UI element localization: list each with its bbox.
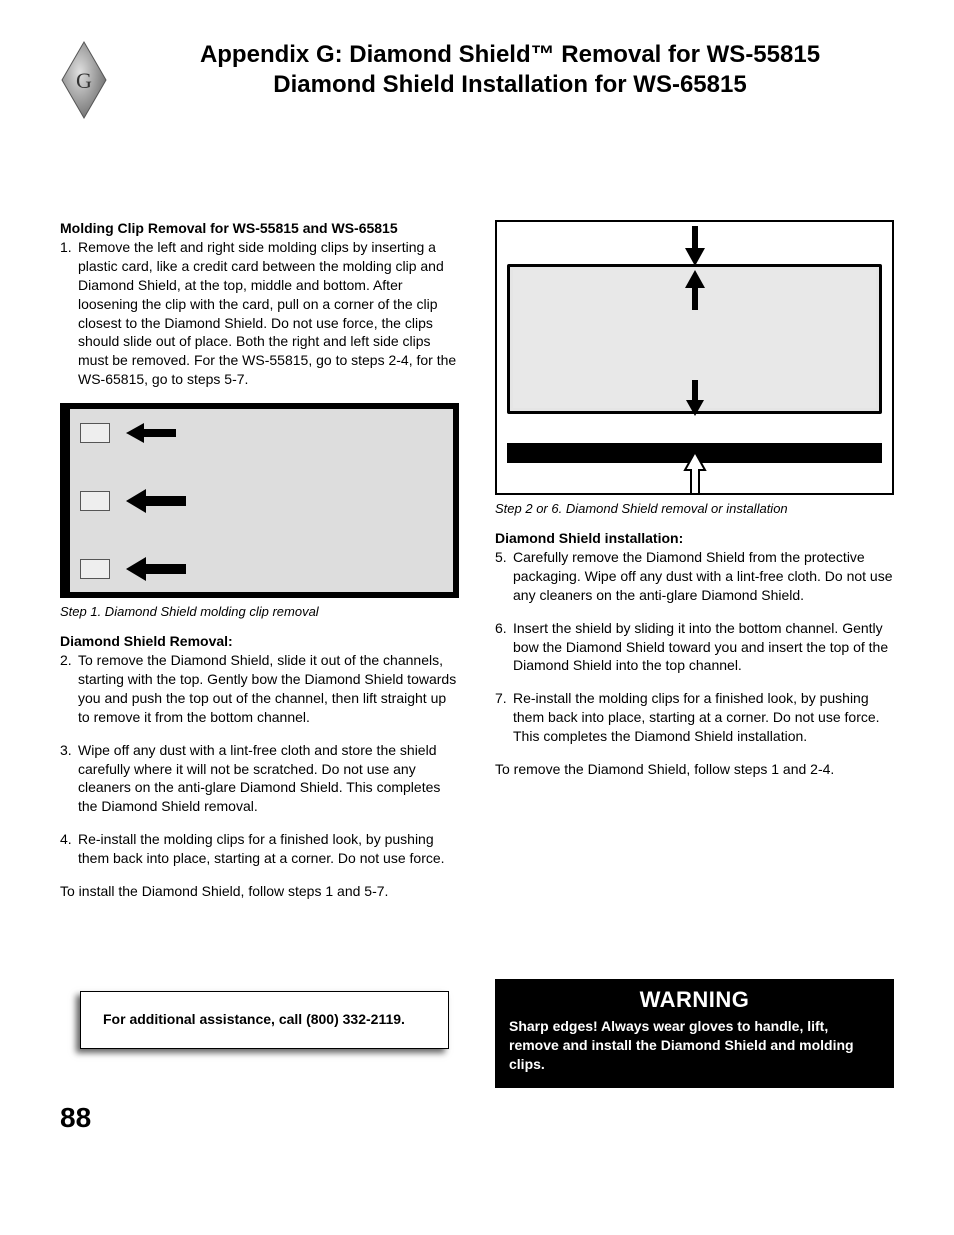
- step-2-number: 2.: [60, 651, 78, 727]
- arrow-down-icon: [683, 226, 707, 266]
- step-1: 1. Remove the left and right side moldin…: [60, 238, 459, 389]
- appendix-badge-icon: G: [60, 40, 108, 120]
- step-5-text: Carefully remove the Diamond Shield from…: [513, 548, 894, 605]
- step-2: 2. To remove the Diamond Shield, slide i…: [60, 651, 459, 727]
- arrow-left-icon: [126, 421, 186, 445]
- step-6-text: Insert the shield by sliding it into the…: [513, 619, 894, 676]
- arrow-up-icon: [683, 270, 707, 310]
- arrow-down-icon: [684, 380, 706, 416]
- step-5-number: 5.: [495, 548, 513, 605]
- page-header: G Appendix G: Diamond Shield™ Removal fo…: [60, 40, 894, 120]
- content-columns: Molding Clip Removal for WS-55815 and WS…: [60, 220, 894, 1088]
- step-7: 7. Re-install the molding clips for a fi…: [495, 689, 894, 746]
- step-6-number: 6.: [495, 619, 513, 676]
- step-4-number: 4.: [60, 830, 78, 868]
- warning-title: WARNING: [509, 987, 880, 1013]
- title-line-1: Appendix G: Diamond Shield™ Removal for …: [126, 40, 894, 70]
- warning-box: WARNING Sharp edges! Always wear gloves …: [495, 979, 894, 1088]
- step-6: 6. Insert the shield by sliding it into …: [495, 619, 894, 676]
- step-1-number: 1.: [60, 238, 78, 389]
- left-column: Molding Clip Removal for WS-55815 and WS…: [60, 220, 459, 1088]
- heading-shield-removal: Diamond Shield Removal:: [60, 633, 459, 649]
- arrow-left-icon: [126, 487, 196, 515]
- figure-2-caption: Step 2 or 6. Diamond Shield removal or i…: [495, 501, 894, 516]
- page-number: 88: [60, 1102, 894, 1134]
- clip-icon: [80, 559, 110, 579]
- step-3-text: Wipe off any dust with a lint-free cloth…: [78, 741, 459, 817]
- title-line-2: Diamond Shield Installation for WS-65815: [126, 70, 894, 100]
- assistance-box: For additional assistance, call (800) 33…: [80, 991, 449, 1049]
- clip-icon: [80, 423, 110, 443]
- step-7-number: 7.: [495, 689, 513, 746]
- step-5: 5. Carefully remove the Diamond Shield f…: [495, 548, 894, 605]
- heading-clip-removal: Molding Clip Removal for WS-55815 and WS…: [60, 220, 459, 236]
- figure-1: [60, 403, 459, 598]
- install-note: To install the Diamond Shield, follow st…: [60, 882, 459, 901]
- step-4-text: Re-install the molding clips for a finis…: [78, 830, 459, 868]
- arrow-left-icon: [126, 555, 196, 583]
- step-7-text: Re-install the molding clips for a finis…: [513, 689, 894, 746]
- step-3-number: 3.: [60, 741, 78, 817]
- remove-note: To remove the Diamond Shield, follow ste…: [495, 760, 894, 779]
- step-3: 3. Wipe off any dust with a lint-free cl…: [60, 741, 459, 817]
- heading-shield-install: Diamond Shield installation:: [495, 530, 894, 546]
- figure-2: [495, 220, 894, 495]
- step-1-text: Remove the left and right side molding c…: [78, 238, 459, 389]
- right-column: Step 2 or 6. Diamond Shield removal or i…: [495, 220, 894, 1088]
- step-2-text: To remove the Diamond Shield, slide it o…: [78, 651, 459, 727]
- warning-body: Sharp edges! Always wear gloves to handl…: [509, 1017, 880, 1074]
- assistance-text: For additional assistance, call (800) 33…: [103, 1011, 405, 1027]
- page-title: Appendix G: Diamond Shield™ Removal for …: [126, 40, 894, 100]
- clip-icon: [80, 491, 110, 511]
- figure-1-caption: Step 1. Diamond Shield molding clip remo…: [60, 604, 459, 619]
- step-4: 4. Re-install the molding clips for a fi…: [60, 830, 459, 868]
- badge-letter: G: [76, 68, 92, 93]
- arrow-up-outline-icon: [683, 452, 707, 494]
